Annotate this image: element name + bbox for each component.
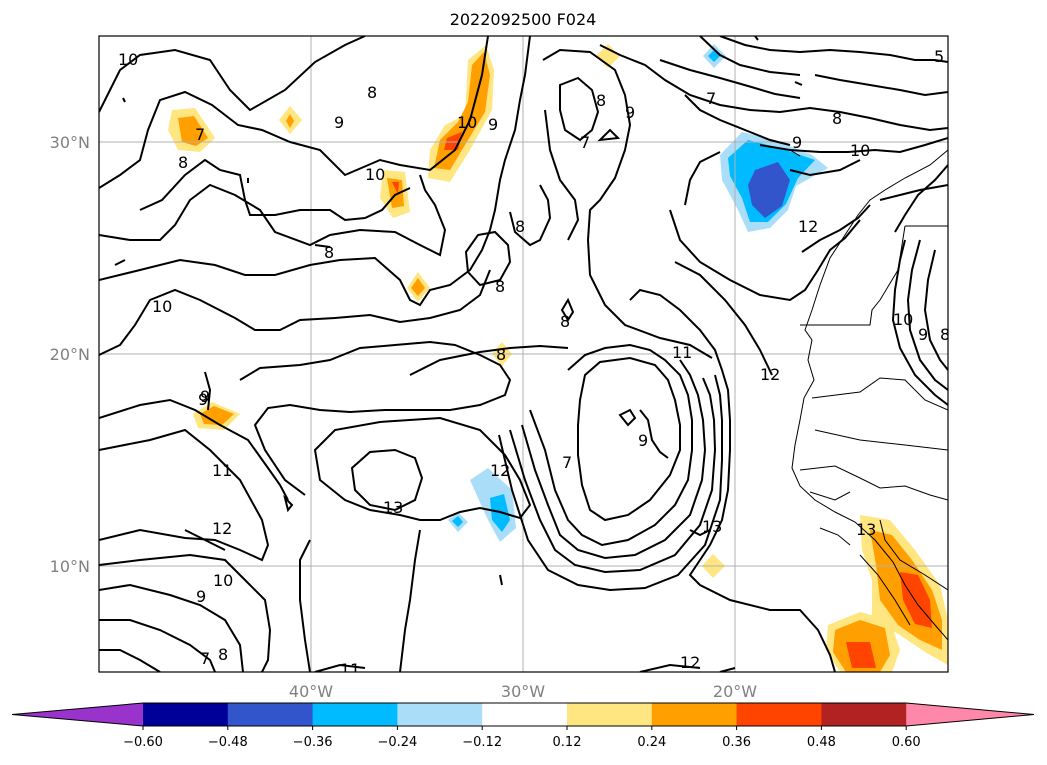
contour-label: 9 <box>196 587 206 606</box>
colorbar-segment <box>736 703 822 726</box>
contour-label: 11 <box>672 343 692 362</box>
contour-label: 10 <box>118 50 138 69</box>
contours <box>99 36 948 672</box>
lon-label-20w: 20°W <box>713 682 757 701</box>
contour-label: 8 <box>178 153 188 172</box>
colorbar-extend-high <box>906 703 1034 726</box>
contour-label: 5 <box>934 47 944 66</box>
lon-label-30w: 30°W <box>501 682 545 701</box>
contour-label: 7 <box>706 89 716 108</box>
contour-label: 13 <box>383 498 403 517</box>
colorbar-segment <box>227 703 314 726</box>
colorbar-tick-label: −0.60 <box>123 735 163 750</box>
contour-label: 7 <box>580 133 590 152</box>
contour-label: 8 <box>218 645 228 664</box>
contour-label: 11 <box>340 660 360 679</box>
colorbar-tick-label: 0.60 <box>892 735 921 750</box>
contour-label: 8 <box>596 91 606 110</box>
map-area: 10 9 8 7 10 9 8 10 7 8 9 7 9 10 8 12 8 8… <box>99 36 950 679</box>
colorbar-segment <box>143 703 229 726</box>
contour-label: 8 <box>324 243 334 262</box>
coastline <box>789 149 948 641</box>
map-frame <box>98 35 949 673</box>
contour-label: 9 <box>198 390 208 409</box>
contour-label: 9 <box>625 103 635 122</box>
contour-label: 8 <box>496 345 506 364</box>
contour-label: 10 <box>152 297 172 316</box>
positive-shading <box>168 44 948 672</box>
contour-label: 12 <box>680 653 700 672</box>
lat-label-20n: 20°N <box>50 345 90 364</box>
colorbar-segment <box>397 703 483 726</box>
colorbar-segment <box>821 703 907 726</box>
contour-labels: 10 9 8 7 10 9 8 10 7 8 9 7 9 10 8 12 8 8… <box>118 47 950 679</box>
contour-label: 8 <box>832 109 842 128</box>
colorbar-tick-label: 0.12 <box>553 735 582 750</box>
contour-label: 10 <box>365 165 385 184</box>
colorbar-segment <box>312 703 398 726</box>
colorbar-extend-low <box>12 703 143 726</box>
colorbar-ticks: −0.60 −0.48 −0.36 −0.24 −0.12 0.12 0.24 0.36 0.4… <box>123 726 921 750</box>
contour-label: 9 <box>488 115 498 134</box>
latitude-labels: 30°N 20°N 10°N <box>50 133 90 576</box>
colorbar-segment <box>482 703 568 726</box>
colorbar-tick-label: 0.24 <box>637 735 666 750</box>
longitude-labels: 40°W 30°W 20°W <box>289 682 757 701</box>
contour-label: 7 <box>195 125 205 144</box>
contour-label: 8 <box>940 325 950 344</box>
map-title: 2022092500 F024 <box>450 10 597 29</box>
contour-label: 7 <box>562 453 572 472</box>
contour-label: 9 <box>200 387 210 406</box>
colorbar-tick-label: −0.48 <box>208 735 248 750</box>
contour-label: 7 <box>200 649 210 668</box>
contour-label: 10 <box>893 310 913 329</box>
colorbar-segments <box>11 702 1035 727</box>
contour-label: 10 <box>850 141 870 160</box>
contour-label: 8 <box>560 312 570 331</box>
contour-label: 9 <box>918 325 928 344</box>
colorbar-segment <box>651 703 738 726</box>
gridlines <box>99 36 948 672</box>
contour-label: 9 <box>792 133 802 152</box>
colorbar-tick-label: −0.36 <box>293 735 333 750</box>
colorbar-tick-label: 0.48 <box>807 735 836 750</box>
contour-label: 8 <box>495 277 505 296</box>
contour-label: 12 <box>798 217 818 236</box>
colorbar-tick-label: −0.12 <box>462 735 502 750</box>
contour-label: 8 <box>515 217 525 236</box>
lat-label-10n: 10°N <box>50 557 90 576</box>
lon-label-40w: 40°W <box>289 682 333 701</box>
colorbar-segment <box>567 703 653 726</box>
negative-shading <box>448 44 828 542</box>
contour-label: 9 <box>334 113 344 132</box>
contour-label: 13 <box>702 517 722 536</box>
colorbar-tick-label: −0.24 <box>377 735 417 750</box>
contour-label: 12 <box>490 461 510 480</box>
contour-label: 10 <box>457 113 477 132</box>
contour-label: 11 <box>212 461 232 480</box>
colorbar: −0.60 −0.48 −0.36 −0.24 −0.12 0.12 0.24 0.36 0.4… <box>11 702 1035 750</box>
contour-label: 13 <box>856 520 876 539</box>
contour-label: 10 <box>213 571 233 590</box>
colorbar-tick-label: 0.36 <box>722 735 751 750</box>
contour-label: 8 <box>367 83 377 102</box>
contour-label: 12 <box>760 365 780 384</box>
contour-label: 9 <box>638 431 648 450</box>
contour-label: 12 <box>212 519 232 538</box>
lat-label-30n: 30°N <box>50 133 90 152</box>
